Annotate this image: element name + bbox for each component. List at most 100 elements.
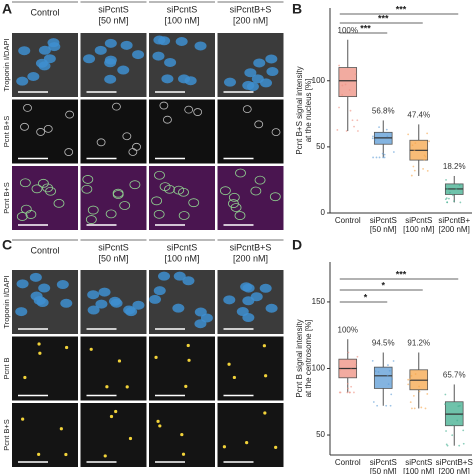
nucleus (250, 186, 262, 196)
jitter-point (446, 444, 449, 447)
centrosome (64, 452, 68, 457)
centrosome (263, 411, 267, 415)
nucleus (104, 55, 117, 65)
nucleus (25, 210, 37, 219)
column-header: [200 nM] (233, 253, 268, 263)
jitter-point (357, 130, 359, 132)
value-label: 94.5% (372, 339, 395, 348)
nucleus (16, 212, 28, 221)
jitter-point (445, 443, 448, 446)
nucleus (194, 319, 207, 329)
value-label: 91.2% (407, 339, 430, 348)
nucleus (36, 298, 49, 308)
panel-letter: C (2, 237, 12, 253)
jitter-point (424, 155, 427, 158)
nucleus (152, 51, 165, 61)
y-tick-label: 0 (321, 208, 326, 217)
centrosome (184, 384, 188, 388)
value-label: 18.2% (443, 162, 466, 171)
jitter-point (422, 168, 424, 170)
jitter-point (444, 393, 447, 396)
x-tick-label: siPcntS (405, 216, 432, 225)
centrosome (65, 345, 69, 350)
micrograph (12, 166, 78, 230)
jitter-point (356, 355, 359, 358)
nucleus (60, 298, 73, 308)
jitter-point (423, 154, 426, 157)
nucleus (43, 54, 56, 64)
jitter-point (389, 404, 392, 407)
jitter-point (346, 391, 349, 394)
nucleus (223, 295, 236, 305)
value-label: 56.8% (372, 107, 395, 116)
jitter-point (383, 153, 386, 156)
nucleus (153, 286, 166, 296)
column-header: Control (30, 7, 59, 17)
nucleus (43, 124, 53, 133)
nucleus (94, 45, 107, 55)
value-label: 65.7% (443, 371, 466, 380)
nucleus (31, 184, 43, 194)
nucleus (87, 205, 99, 215)
centrosome (59, 427, 63, 431)
nucleus (159, 101, 169, 110)
value-label: 100% (338, 325, 358, 334)
nucleus (81, 184, 93, 194)
x-tick-label: siPcntS (370, 458, 397, 467)
jitter-point (412, 394, 415, 397)
jitter-point (418, 390, 421, 393)
jitter-point (451, 424, 454, 426)
jitter-point (453, 200, 455, 203)
panel-letter: D (292, 237, 302, 253)
nucleus (254, 120, 264, 129)
row-label: Troponin I/DAPI (2, 275, 11, 328)
y-tick-label: 100 (312, 364, 326, 373)
jitter-point (350, 385, 353, 388)
nucleus (129, 180, 141, 190)
micrograph (80, 99, 147, 164)
jitter-point (409, 378, 412, 381)
micrograph (80, 336, 147, 401)
jitter-point (411, 144, 414, 147)
centrosome (38, 351, 42, 355)
nucleus (175, 36, 188, 46)
nucleus (45, 186, 56, 196)
x-tick-label: siPcntB+S (436, 458, 473, 467)
significance-label: * (381, 280, 385, 290)
jitter-point (461, 414, 464, 417)
panel-letter: A (2, 1, 12, 17)
nucleus (132, 142, 141, 151)
nucleus (16, 279, 29, 289)
nucleus (193, 108, 203, 116)
micrograph (149, 166, 215, 230)
row-label: Pcnt B+S (2, 182, 11, 213)
box (338, 67, 358, 98)
nucleus (235, 168, 246, 178)
centrosome (264, 374, 268, 378)
nucleus (65, 110, 75, 119)
nucleus (253, 58, 266, 68)
centrosome (89, 347, 93, 351)
nucleus (108, 296, 121, 306)
micrograph (217, 403, 284, 467)
centrosome (114, 409, 118, 414)
x-tick-sublabel: [200 nM] (439, 467, 470, 474)
jitter-point (414, 373, 417, 375)
nucleus (259, 283, 272, 293)
value-label: 100% (338, 26, 358, 35)
significance-label: *** (396, 4, 407, 14)
jitter-point (371, 360, 374, 362)
x-tick-label: siPcntB+ (438, 216, 470, 225)
jitter-point (418, 385, 420, 388)
nucleus (151, 196, 162, 206)
nucleus (132, 50, 145, 60)
column-header: siPcntS (167, 4, 198, 14)
jitter-point (452, 194, 454, 197)
jitter-point (338, 106, 340, 109)
nucleus (271, 128, 281, 137)
jitter-point (346, 382, 349, 385)
jitter-point (374, 370, 377, 373)
jitter-point (457, 405, 460, 408)
micrograph (149, 336, 215, 401)
